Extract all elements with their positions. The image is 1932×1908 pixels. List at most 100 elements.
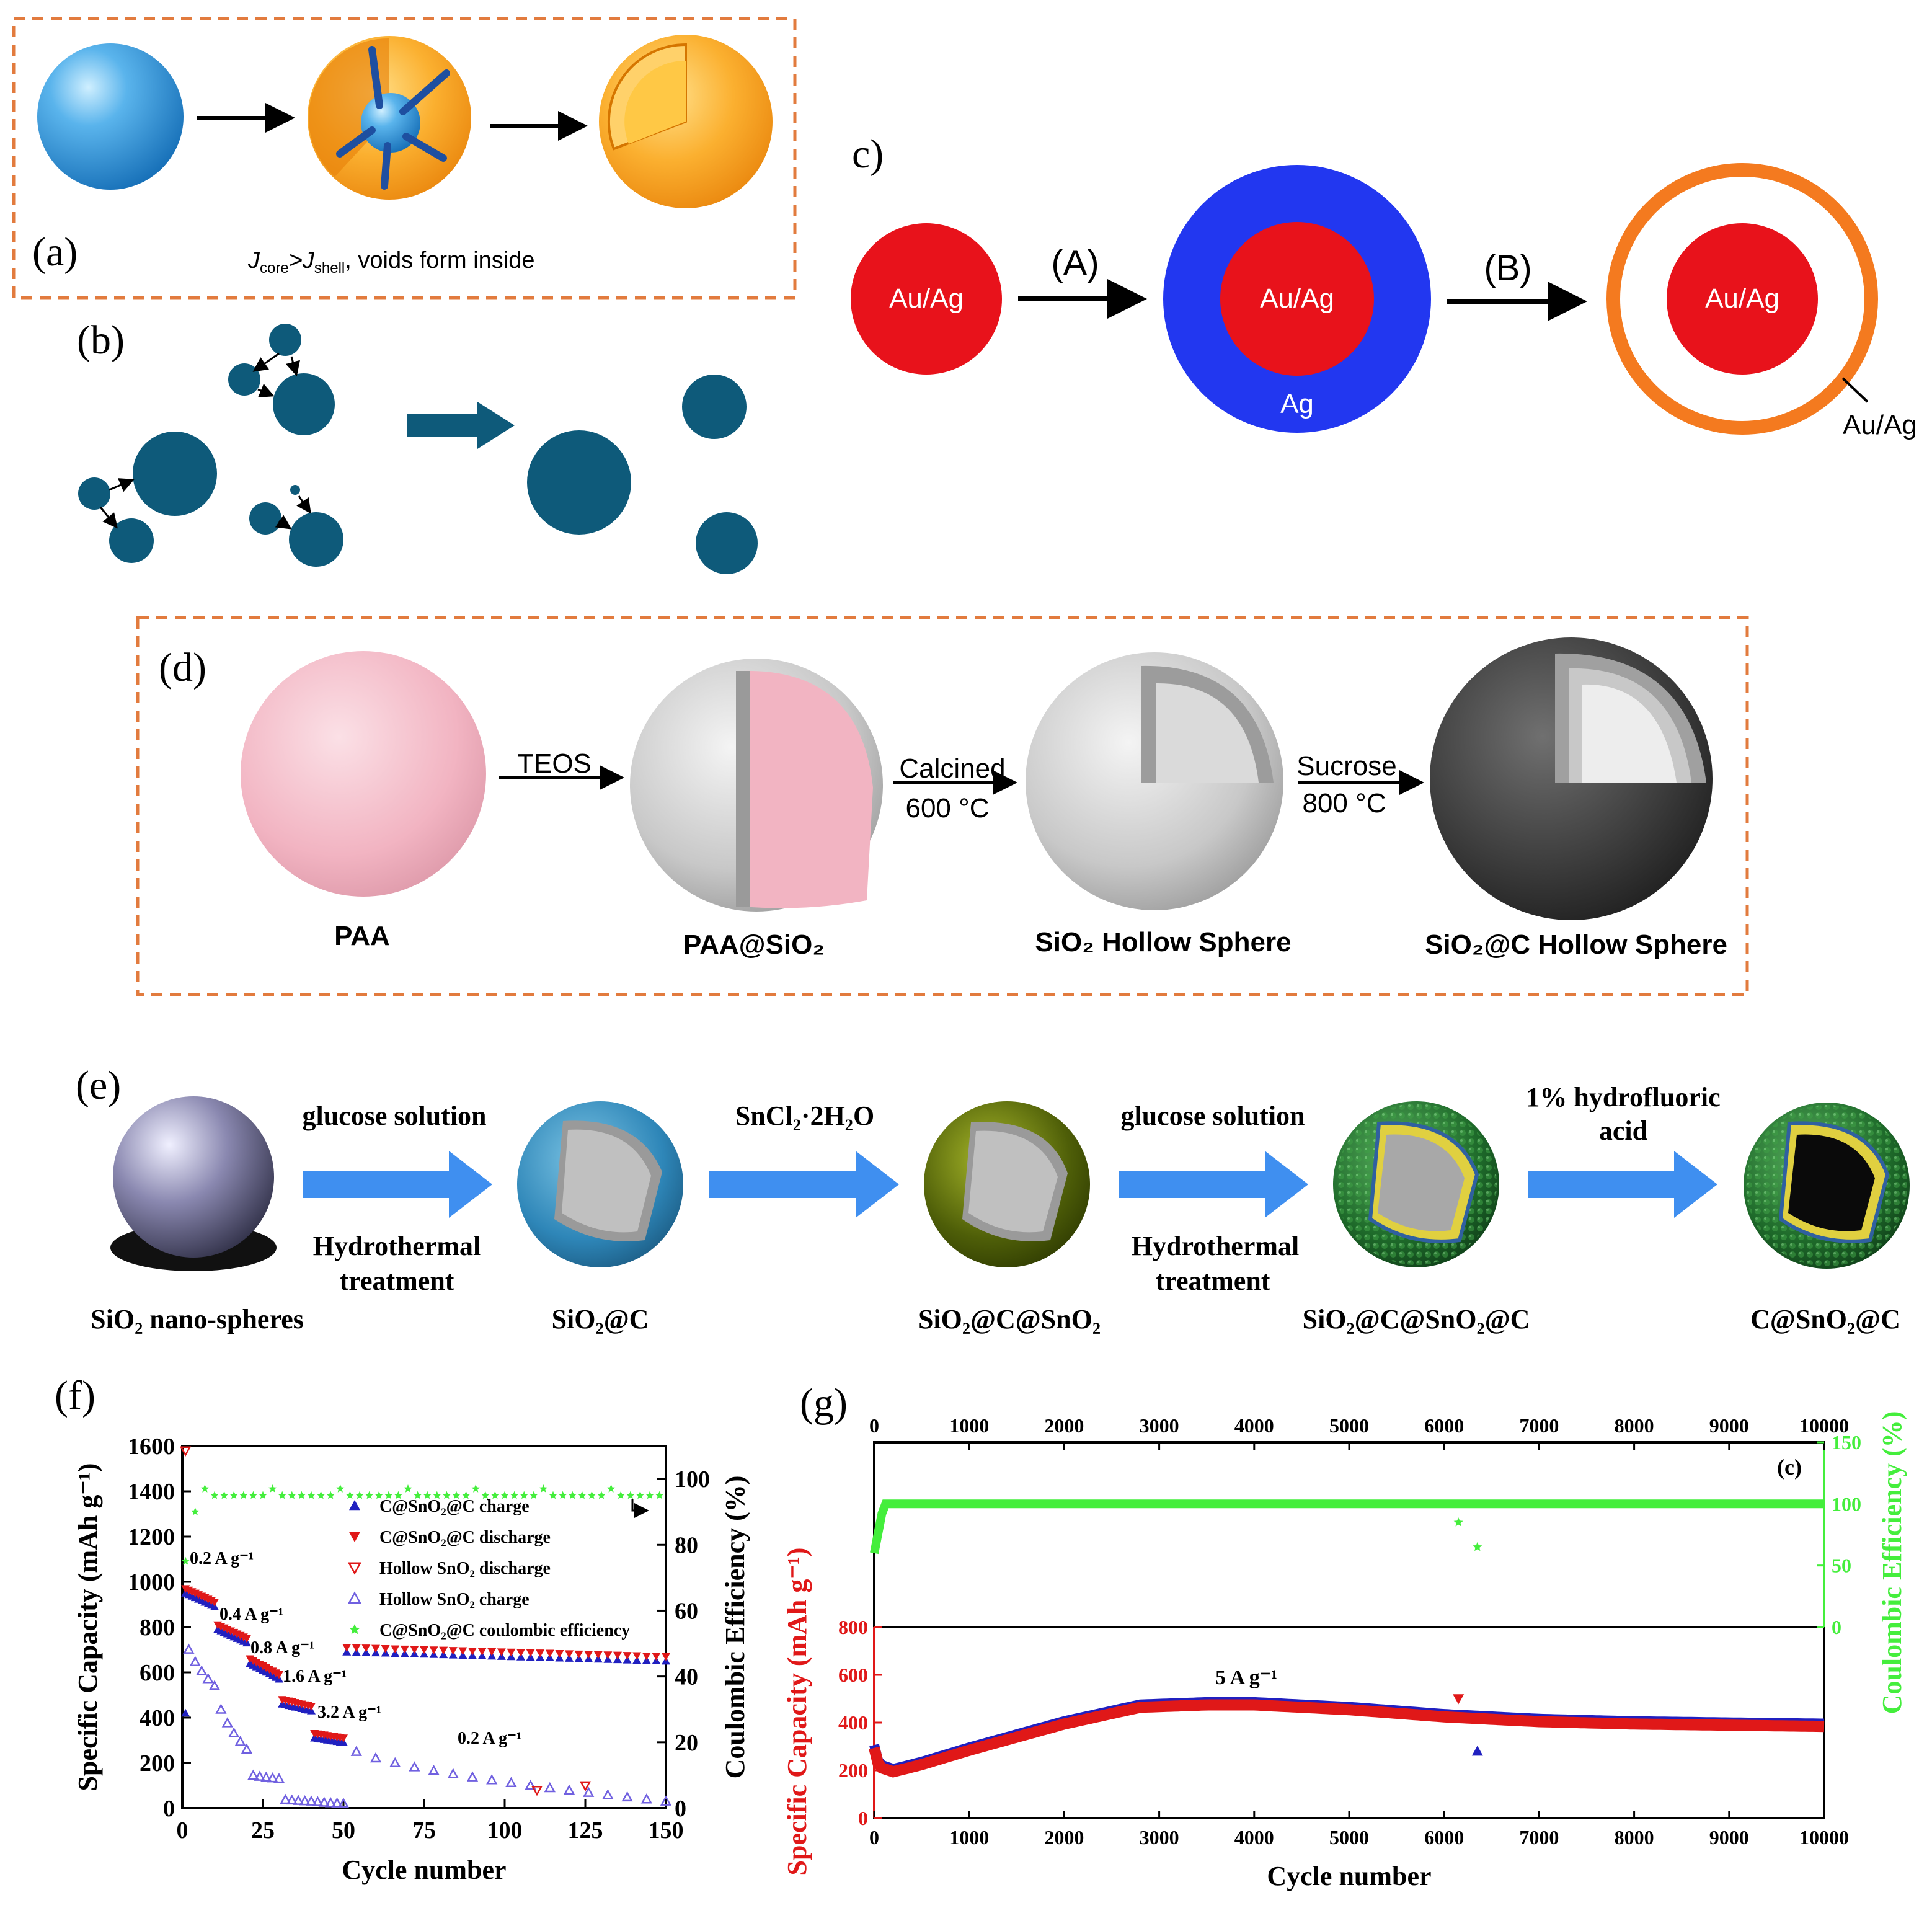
- csc-discharge-point: [623, 1652, 632, 1660]
- sio2-hollow-sphere: [1026, 652, 1283, 910]
- x-top-tick-label-g: 8000: [1615, 1414, 1654, 1437]
- csc-discharge-point: [593, 1651, 603, 1659]
- outlier-point-f: [180, 1446, 192, 1457]
- paa-sphere: [241, 651, 486, 897]
- leader-line: [1841, 377, 1869, 403]
- y2-tick-label-g: 100: [1832, 1493, 1861, 1515]
- ce-point: [355, 1491, 364, 1499]
- outer-shell-label: Au/Ag: [1843, 410, 1917, 440]
- y2-tick-label-f: 60: [675, 1598, 698, 1624]
- caption-c-sno2-c: C@SnO₂@C: [1750, 1304, 1900, 1334]
- x-tick-label-g: 10000: [1799, 1826, 1849, 1848]
- sio2-c-sphere: [517, 1101, 683, 1267]
- csc-discharge-point: [632, 1652, 642, 1661]
- step-b-label: (B): [1484, 248, 1531, 288]
- ce-point: [597, 1491, 606, 1499]
- csc-discharge-point: [642, 1652, 651, 1661]
- c-sno2-c-sphere: [1744, 1103, 1910, 1269]
- csc-discharge-point: [545, 1649, 554, 1658]
- x-top-tick-label-g: 7000: [1519, 1414, 1559, 1437]
- ce-point: [191, 1507, 200, 1515]
- ce-outlier-g: [1453, 1517, 1463, 1527]
- alloy-shell: [1606, 163, 1878, 435]
- hollow-charge-point: [189, 1656, 201, 1666]
- hollow-charge-point: [286, 1794, 298, 1805]
- panel-e: (e): [76, 1063, 1910, 1334]
- panel-b-arrow: [407, 402, 515, 449]
- csc-discharge-point: [584, 1651, 593, 1659]
- x-tick-label-f: 125: [568, 1817, 603, 1844]
- ce-point: [345, 1491, 355, 1499]
- y-axis-label-f: Specific Capacity (mAh g⁻¹): [73, 1463, 103, 1791]
- ce-point: [539, 1484, 548, 1493]
- caption-sio2-c-hollow: SiO₂@C Hollow Sphere: [1425, 930, 1727, 960]
- x-axis-label-f: Cycle number: [342, 1855, 506, 1885]
- ce-point: [259, 1491, 267, 1499]
- ripening-arrows: [99, 352, 311, 530]
- csc-discharge-point: [429, 1646, 438, 1654]
- caption-sio2-c-sno2-c: SiO₂@C@SnO₂@C: [1303, 1304, 1530, 1334]
- arrow-e3-bottom1: Hydrothermal: [1132, 1231, 1300, 1261]
- ce-point: [404, 1484, 412, 1493]
- caption-sio2-nanospheres: SiO₂ nano-spheres: [91, 1304, 304, 1334]
- x-tick-label-g: 7000: [1519, 1826, 1559, 1848]
- ce-point: [365, 1491, 374, 1499]
- csc-discharge-point: [652, 1653, 661, 1661]
- x-tick-label-f: 150: [649, 1817, 684, 1844]
- caption-sio2-c-sno2: SiO₂@C@SnO₂: [918, 1304, 1101, 1334]
- panel-d-label: (d): [159, 645, 206, 690]
- arrow-d2-bottom: 600 °C: [905, 793, 989, 823]
- ce-point: [229, 1491, 238, 1499]
- hollow-charge-point: [215, 1703, 227, 1714]
- x-tick-label-g: 2000: [1044, 1826, 1084, 1848]
- y-tick-label-f: 600: [140, 1660, 175, 1686]
- hollow-charge-point: [241, 1743, 253, 1754]
- ce-point: [210, 1491, 219, 1499]
- y2-tick-label-g: 150: [1832, 1431, 1861, 1453]
- ce-point: [307, 1491, 316, 1499]
- ce-outlier-g: [1473, 1542, 1482, 1551]
- legend-marker-f: [349, 1500, 360, 1511]
- panel-c-label: c): [852, 131, 884, 177]
- axis-pointer-f: [631, 1499, 649, 1518]
- x-top-tick-label-g: 2000: [1044, 1414, 1084, 1437]
- csc-discharge-point: [497, 1648, 506, 1656]
- rate-annotation-f: 0.2 A g⁻¹: [190, 1549, 254, 1568]
- y2-tick-label-f: 40: [675, 1664, 698, 1690]
- hollow-charge-point: [196, 1665, 208, 1675]
- ce-point: [394, 1491, 403, 1499]
- panel-a-caption: Jcore>Jshell, voids form inside: [247, 247, 534, 277]
- hollow-charge-point: [337, 1798, 350, 1808]
- y-tick-label-g: 200: [838, 1759, 868, 1782]
- paa-sio2-sphere: [630, 659, 883, 912]
- arrow-e4-top: 1% hydrofluoric: [1526, 1082, 1720, 1112]
- outlier-point-f: [531, 1785, 543, 1796]
- legend-label-f: C@SnO₂@C charge: [379, 1497, 530, 1516]
- csc-discharge-point: [307, 1703, 316, 1711]
- hollow-charge-point: [273, 1772, 285, 1783]
- x-tick-label-g: 8000: [1615, 1826, 1654, 1848]
- hollow-charge-point: [370, 1752, 382, 1763]
- x-top-tick-label-g: 3000: [1140, 1414, 1179, 1437]
- ce-point: [616, 1491, 625, 1499]
- arrow-e4-top2: acid: [1599, 1116, 1647, 1146]
- ce-point: [316, 1491, 326, 1499]
- csc-discharge-point: [439, 1646, 448, 1655]
- y-tick-label-f: 0: [163, 1796, 175, 1822]
- arrow-e1-bottom1: Hydrothermal: [313, 1231, 481, 1261]
- hollow-charge-point: [466, 1771, 479, 1782]
- ce-point: [578, 1491, 587, 1499]
- rate-annotation-f: 0.8 A g⁻¹: [250, 1638, 314, 1657]
- ce-point: [587, 1491, 596, 1499]
- ce-point: [655, 1491, 664, 1499]
- legend-marker-f: [347, 1591, 362, 1604]
- sio2-nanosphere: [113, 1096, 274, 1258]
- panel-c: c) Au/Ag (A) Au/Ag Ag (B) Au/Ag Au/Ag: [851, 131, 1917, 440]
- ce-point: [249, 1491, 258, 1499]
- plot-frame-g: [873, 1441, 1825, 1819]
- arrow-e1-top: glucose solution: [302, 1101, 486, 1131]
- panel-b-label: (b): [77, 317, 125, 363]
- x-top-tick-label-g: 10000: [1799, 1414, 1849, 1437]
- csc-discharge-point: [487, 1648, 497, 1656]
- hollow-sphere: [599, 35, 773, 208]
